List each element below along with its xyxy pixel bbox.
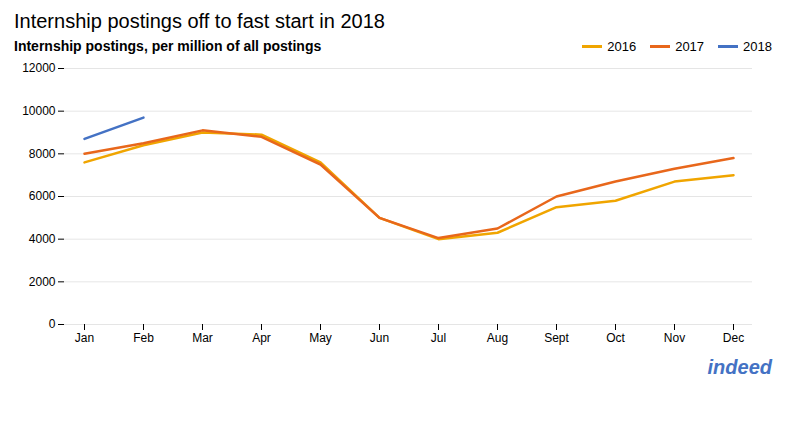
svg-text:10000: 10000 — [22, 104, 56, 118]
svg-text:May: May — [309, 331, 332, 345]
svg-text:Sept: Sept — [544, 331, 569, 345]
svg-text:12000: 12000 — [22, 61, 56, 75]
html-text:Internship postings off to fas: Internship postings off to fast start in… — [14, 10, 385, 32]
svg-text:Jun: Jun — [370, 331, 389, 345]
html-text:indeed: indeed — [707, 356, 772, 378]
svg-text:Apr: Apr — [252, 331, 271, 345]
svg-text:Oct: Oct — [606, 331, 625, 345]
html-text:Internship postings, per milli: Internship postings, per million of all … — [14, 38, 322, 54]
html-text:2018: 2018 — [743, 38, 772, 54]
svg-text:4000: 4000 — [29, 232, 56, 246]
svg-text:0: 0 — [49, 317, 56, 331]
svg-text:8000: 8000 — [29, 147, 56, 161]
svg-text:Feb: Feb — [133, 331, 154, 345]
svg-text:Dec: Dec — [723, 331, 744, 345]
svg-text:6000: 6000 — [29, 189, 56, 203]
svg-text:Mar: Mar — [192, 331, 213, 345]
svg-text:Jan: Jan — [75, 331, 94, 345]
html-text:2017: 2017 — [675, 38, 705, 54]
svg-text:2000: 2000 — [29, 275, 56, 289]
svg-text:Jul: Jul — [431, 331, 446, 345]
svg-text:Aug: Aug — [487, 331, 508, 345]
svg-text:Nov: Nov — [664, 331, 685, 345]
html-text:2016: 2016 — [607, 38, 637, 54]
